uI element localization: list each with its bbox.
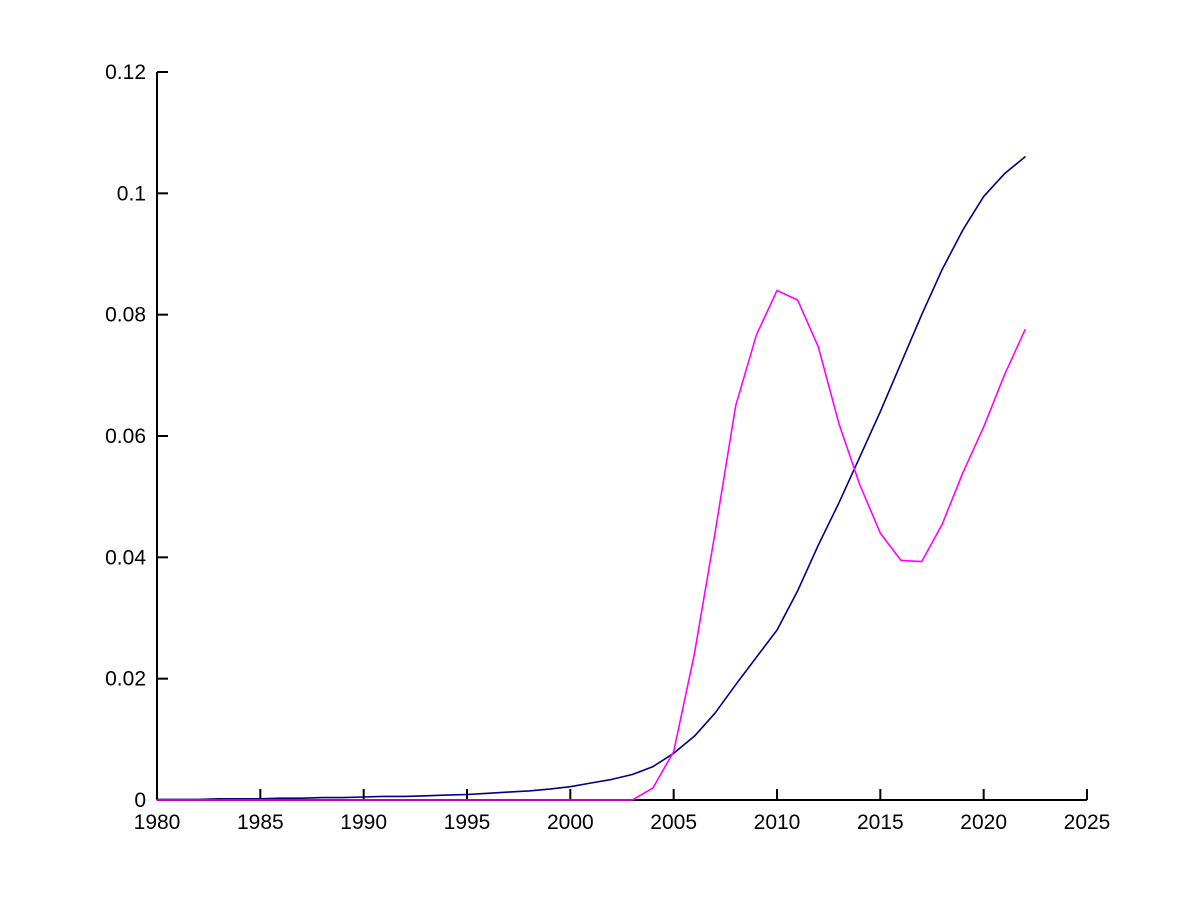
x-tick-label: 2005 — [650, 811, 697, 834]
y-tick-label: 0.02 — [105, 668, 146, 691]
y-tick-label: 0.12 — [105, 61, 146, 84]
x-tick-label: 2020 — [960, 811, 1007, 834]
x-tick-label: 2015 — [857, 811, 904, 834]
y-tick-label: 0.04 — [105, 546, 146, 569]
x-tick-label: 2010 — [754, 811, 801, 834]
x-tick-label: 1980 — [134, 811, 181, 834]
x-tick-label: 1995 — [444, 811, 491, 834]
y-tick-label: 0.06 — [105, 425, 146, 448]
series-magenta-curve-line — [156, 289, 1026, 801]
y-tick-label: 0.08 — [105, 304, 146, 327]
series-navy-curve-line — [156, 156, 1026, 801]
x-tick-label: 2025 — [1064, 811, 1111, 834]
x-tick-label: 2000 — [547, 811, 594, 834]
y-tick-label: 0 — [134, 789, 146, 812]
y-tick-label: 0.1 — [117, 182, 146, 205]
x-tick-label: 1985 — [237, 811, 284, 834]
x-tick-label: 1990 — [340, 811, 387, 834]
